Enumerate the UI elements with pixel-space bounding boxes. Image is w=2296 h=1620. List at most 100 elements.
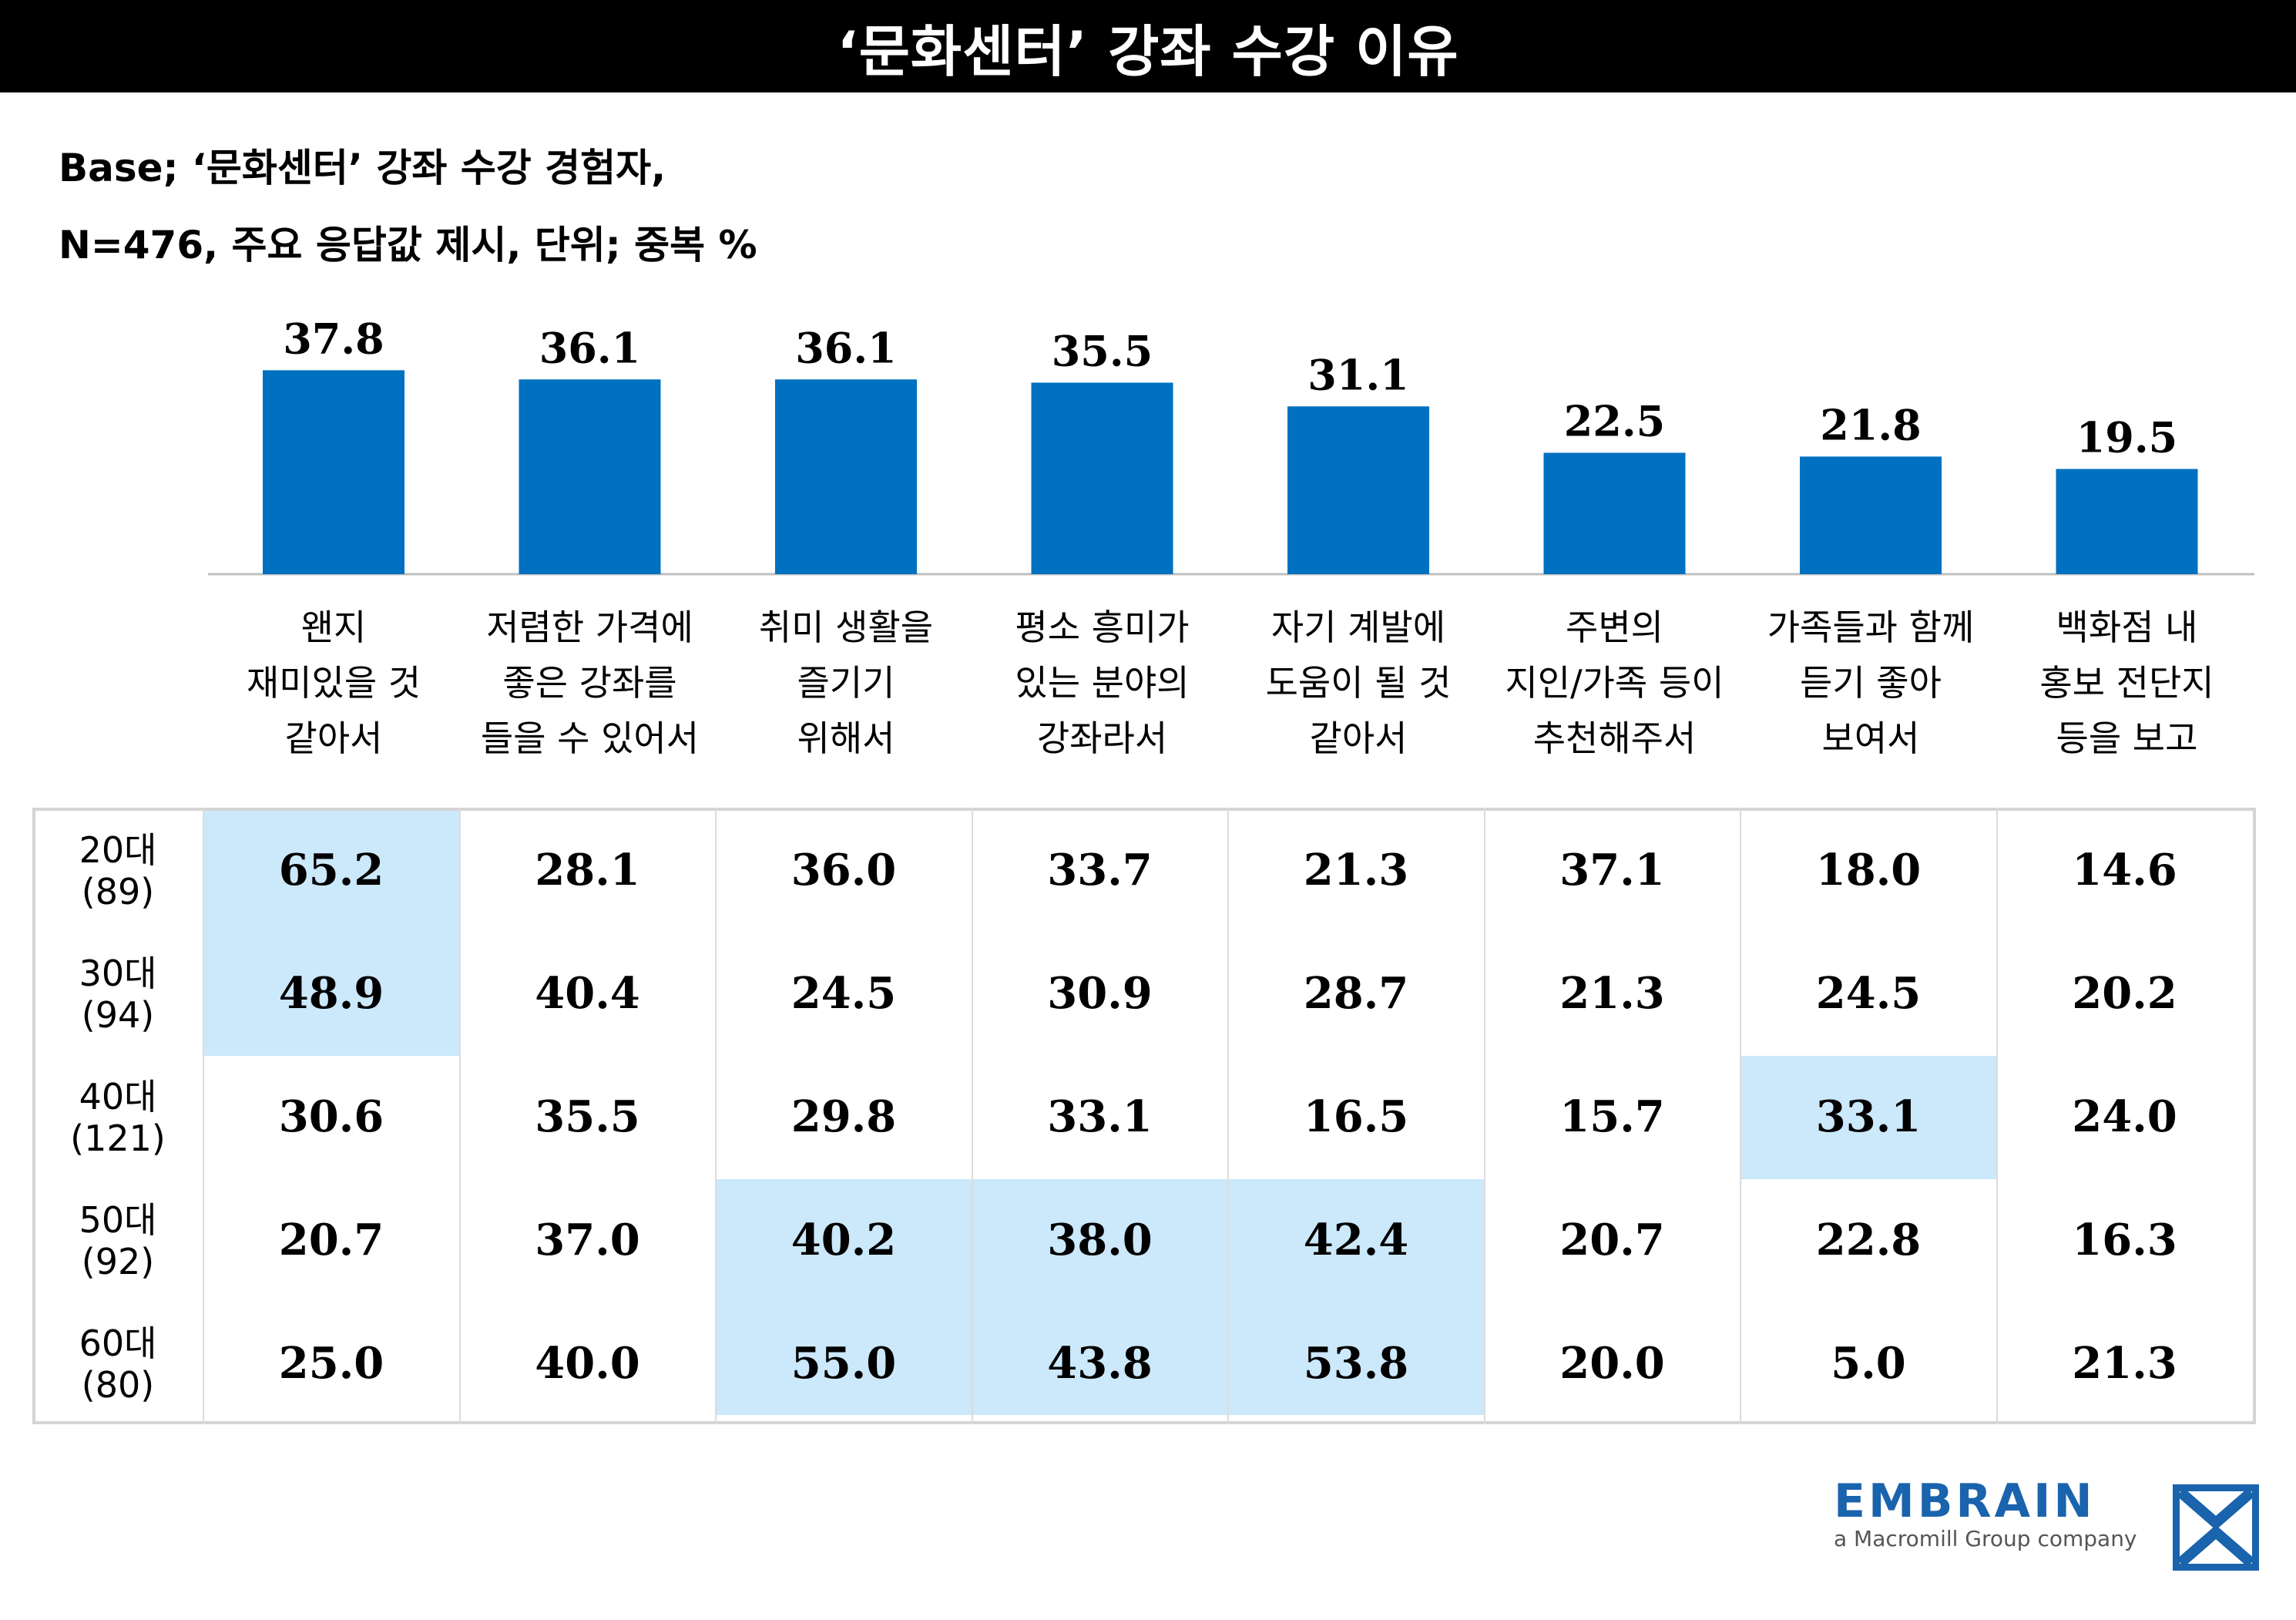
table-cell-value: 20.7	[1559, 1215, 1665, 1265]
highlight-cell	[1228, 1302, 1484, 1415]
table-cell-value: 28.7	[1303, 968, 1409, 1019]
table-cell-value: 40.2	[791, 1215, 897, 1265]
category-label: 지인/가족 등이	[1505, 662, 1724, 704]
table-cell-value: 43.8	[1047, 1338, 1153, 1389]
table-cell-value: 16.5	[1303, 1091, 1409, 1142]
category-label: 재미있을 것	[247, 662, 421, 704]
category-label: 듣기 좋아	[1800, 662, 1942, 704]
table-cell-value: 21.3	[1303, 845, 1409, 896]
category-label: 주변의	[1566, 607, 1663, 648]
highlight-cell	[716, 1179, 972, 1302]
category-label: 강좌라서	[1037, 718, 1167, 759]
table-cell-value: 25.0	[278, 1338, 384, 1389]
highlight-cell	[1228, 1179, 1484, 1302]
table-cell-value: 48.9	[278, 968, 384, 1019]
table-cell-value: 30.9	[1047, 968, 1153, 1019]
column-divider	[1227, 808, 1229, 1424]
bar	[1543, 452, 1686, 574]
table-cell-value: 16.3	[2072, 1215, 2177, 1265]
category-label: 자기 계발에	[1271, 607, 1445, 648]
bar-value-label: 22.5	[1564, 397, 1666, 446]
table-cell-value: 55.0	[791, 1338, 897, 1389]
category-label: 왠지	[301, 607, 367, 648]
table-cell-value: 21.3	[2072, 1338, 2177, 1389]
column-divider	[1483, 808, 1485, 1424]
table-cell-value: 21.3	[1559, 968, 1665, 1019]
table-cell-value: 35.5	[535, 1091, 640, 1142]
table-cell-value: 38.0	[1047, 1215, 1153, 1265]
category-label: 취미 생활을	[759, 607, 933, 648]
table-cell-value: 24.5	[791, 968, 897, 1019]
bar	[519, 379, 661, 574]
table-cell-value: 22.8	[1815, 1215, 1922, 1265]
table-cell-value: 65.2	[278, 845, 384, 896]
highlight-cell	[716, 1302, 972, 1415]
bar	[2056, 469, 2198, 574]
table-border	[32, 808, 2256, 1424]
category-label: 같아서	[1310, 718, 1408, 759]
row-label: 30대 (94)	[34, 953, 202, 1036]
title-bar: ‘문화센터’ 강좌 수강 이유	[0, 0, 2296, 92]
page-title: ‘문화센터’ 강좌 수강 이유	[837, 18, 1459, 84]
bar-value-label: 19.5	[2076, 413, 2178, 462]
column-divider	[1996, 808, 1998, 1424]
table-cell-value: 37.1	[1559, 845, 1665, 896]
table-cell-value: 30.6	[278, 1091, 384, 1142]
column-divider	[458, 808, 461, 1424]
category-label: 즐기기	[797, 662, 895, 704]
row-label: 40대 (121)	[34, 1076, 202, 1159]
sample-size: (94)	[81, 994, 155, 1036]
age-group: 40대	[79, 1076, 157, 1118]
table-cell-value: 5.0	[1831, 1338, 1906, 1389]
table-cell-value: 33.1	[1047, 1091, 1153, 1142]
table-cell-value: 18.0	[1815, 845, 1922, 896]
bar	[1287, 406, 1429, 574]
bar-value-label: 31.1	[1307, 350, 1409, 399]
category-label: 보여서	[1822, 718, 1920, 759]
category-label: 등을 보고	[2056, 718, 2198, 759]
row-label: 50대 (92)	[34, 1199, 202, 1282]
table-cell-value: 14.6	[2072, 845, 2177, 896]
column-divider	[715, 808, 717, 1424]
table-cell-value: 28.1	[535, 845, 640, 896]
table-cell-value: 24.5	[1815, 968, 1922, 1019]
table-cell-value: 36.0	[791, 845, 897, 896]
table-cell-value: 40.0	[535, 1338, 640, 1389]
row-label: 20대 (89)	[34, 829, 202, 913]
age-group: 60대	[79, 1323, 157, 1364]
sample-size: (80)	[81, 1364, 155, 1406]
sample-size: (92)	[81, 1241, 155, 1282]
category-label: 백화점 내	[2056, 607, 2198, 648]
highlight-cell	[972, 1179, 1228, 1302]
table-cell-value: 20.7	[278, 1215, 384, 1265]
category-label: 가족들과 함께	[1767, 607, 1975, 648]
bar-value-label: 35.5	[1052, 327, 1153, 376]
bar	[1031, 382, 1173, 574]
bar	[1800, 456, 1942, 574]
highlight-cell	[203, 809, 459, 933]
table-cell-value: 37.0	[535, 1215, 640, 1265]
column-divider	[203, 808, 204, 1424]
table-cell-value: 29.8	[791, 1091, 897, 1142]
logo-name: EMBRAIN	[1834, 1474, 2096, 1528]
category-label: 있는 분야의	[1015, 662, 1189, 704]
sample-size: (89)	[81, 871, 155, 913]
highlight-cell	[203, 933, 459, 1056]
table-cell-value: 40.4	[535, 968, 640, 1019]
category-label: 도움이 될 것	[1266, 662, 1452, 704]
embrain-logo-icon	[2173, 1484, 2259, 1571]
row-label: 60대 (80)	[34, 1323, 202, 1406]
base-note-line2: N=476, 주요 응답값 제시, 단위; 중복 %	[59, 223, 757, 267]
table-cell-value: 33.7	[1047, 845, 1153, 896]
category-label: 같아서	[285, 718, 383, 759]
base-note-line1: Base; ‘문화센터’ 강좌 수강 경험자,	[59, 146, 666, 190]
bar-value-label: 36.1	[539, 323, 641, 372]
category-label: 좋은 강좌를	[502, 662, 676, 704]
bar	[263, 370, 404, 574]
bar-value-label: 21.8	[1820, 400, 1922, 449]
age-group: 20대	[79, 829, 157, 871]
table-cell-value: 15.7	[1559, 1091, 1665, 1142]
category-label: 위해서	[797, 718, 895, 759]
column-divider	[1740, 808, 1741, 1424]
bar-value-label: 37.8	[283, 314, 384, 363]
